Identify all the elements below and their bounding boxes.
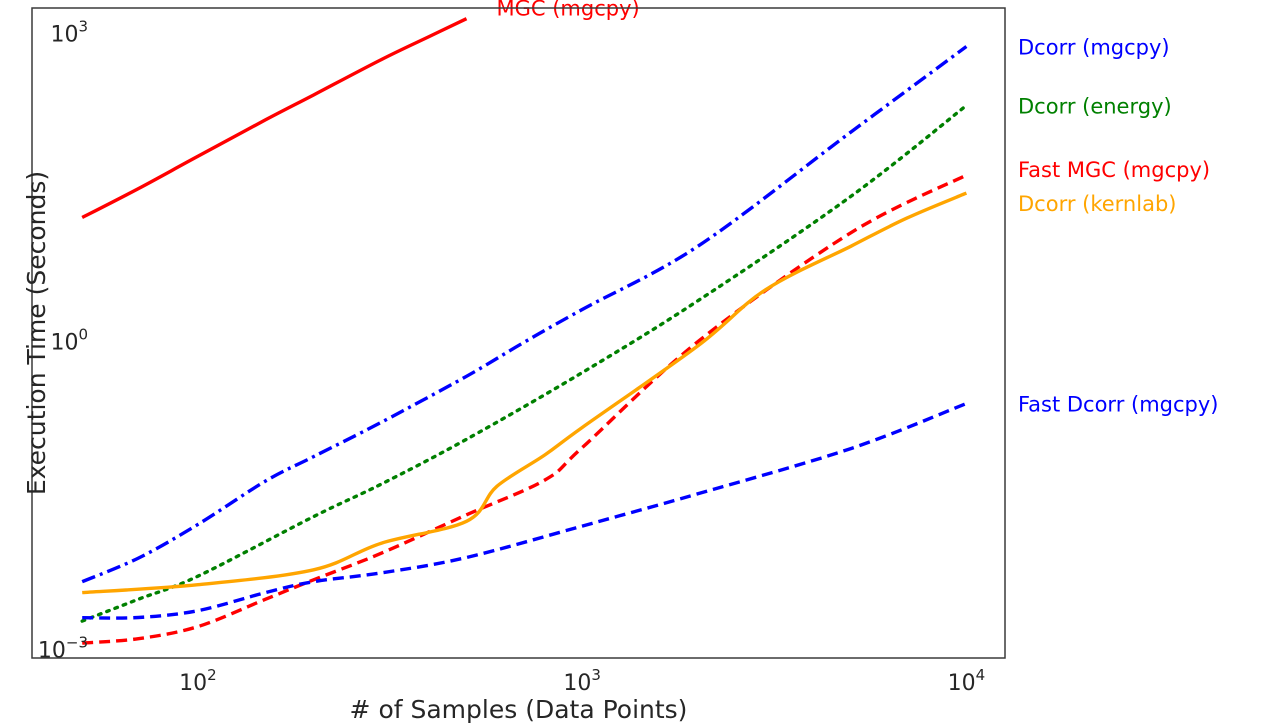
y-tick-label: 100 xyxy=(50,326,88,356)
series-line-3 xyxy=(82,173,968,645)
y-axis-label: Execution Time (Seconds) xyxy=(22,171,51,495)
series-line-1 xyxy=(81,45,968,584)
series-label: Dcorr (mgcpy) xyxy=(1018,36,1170,60)
series-line-4 xyxy=(82,191,968,595)
plot-area-frame xyxy=(31,7,1006,659)
series-label: Fast Dcorr (mgcpy) xyxy=(1018,393,1218,417)
x-tick-label: 102 xyxy=(179,666,217,696)
series-label: Fast MGC (mgcpy) xyxy=(1018,158,1210,182)
series-label: MGC (mgcpy) xyxy=(497,0,640,21)
tick-layer: 102 103 104 10−3 100 103 xyxy=(38,18,985,696)
y-tick-label: 103 xyxy=(50,18,88,48)
series-label: Dcorr (kernlab) xyxy=(1018,192,1176,216)
series-line-5 xyxy=(82,401,968,620)
series-line-0 xyxy=(81,17,468,220)
x-axis-label: # of Samples (Data Points) xyxy=(350,695,688,724)
y-tick-label: 10−3 xyxy=(38,634,88,664)
label-layer: MGC (mgcpy) Dcorr (mgcpy) Dcorr (energy) Fa… xyxy=(497,0,1219,417)
x-tick-label: 104 xyxy=(948,666,986,696)
series-line-2 xyxy=(80,103,969,623)
x-tick-label: 103 xyxy=(563,666,601,696)
series-layer xyxy=(80,17,969,645)
series-label: Dcorr (energy) xyxy=(1018,94,1172,118)
